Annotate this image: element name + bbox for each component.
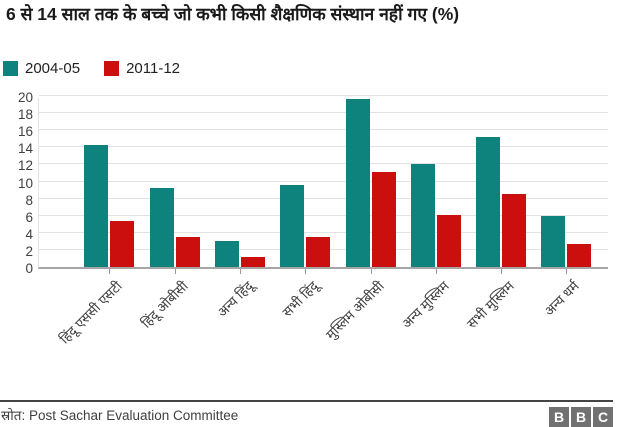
source-text: स्रोत: Post Sachar Evaluation Committee [1,408,239,423]
gridline-20 [39,95,608,96]
bar-2004-05-group-3 [214,240,239,267]
bar-2011-12-group-6 [436,214,461,267]
y-tick-label-2: 2 [25,243,33,259]
x-tick-3 [239,269,241,274]
bar-2011-12-group-1 [110,221,135,267]
chart-title: 6 से 14 साल तक के बच्चे जो कभी किसी शैक्… [6,4,460,24]
bar-2004-05-group-4 [280,185,305,267]
x-tick-1 [109,269,111,274]
bar-group-3 [214,98,265,267]
y-tick-label-8: 8 [25,192,33,208]
footer-rule [0,400,613,402]
bar-2004-05-group-2 [149,188,174,267]
legend: 2004-05 2011-12 [3,60,180,77]
x-tick-4 [305,269,307,274]
bar-2004-05-group-5 [345,98,370,267]
legend-swatch-2004-05 [3,61,18,76]
x-tick-6 [435,269,437,274]
bar-2011-12-group-2 [175,237,200,267]
plot-area [38,95,608,274]
bar-2011-12-group-7 [502,193,527,267]
bar-group-8 [541,98,592,267]
legend-item-2011-12: 2011-12 [104,60,180,77]
y-tick-label-16: 16 [17,124,33,140]
legend-item-2004-05: 2004-05 [3,60,80,77]
gridline-12 [39,163,608,165]
gridline-14 [39,146,608,148]
bar-group-6 [410,98,461,267]
bar-group-1 [84,98,135,267]
x-tick-7 [501,269,503,274]
bar-group-2 [149,98,200,267]
bar-2011-12-group-4 [306,236,331,267]
gridline-8 [39,197,608,199]
bar-group-7 [476,98,527,267]
y-tick-label-14: 14 [17,141,33,157]
y-tick-label-12: 12 [17,158,33,174]
legend-label-2011-12: 2011-12 [126,60,180,77]
bar-2004-05-group-1 [84,145,109,267]
bar-2011-12-group-5 [371,171,396,267]
y-tick-label-20: 20 [17,90,33,105]
x-axis-labels: हिंदू एससी एसटी हिंदू ओबीसी अन्य हिंदू सभी … [38,277,608,381]
legend-swatch-2011-12 [104,61,120,76]
x-tick-2 [174,269,176,274]
bbc-logo-block-3: C [593,407,613,427]
gridline-10 [39,180,608,182]
gridline-6 [39,214,608,216]
bar-group-4 [280,98,331,267]
bar-2004-05-group-6 [410,163,435,267]
bbc-logo-block-2: B [571,407,591,427]
bar-2011-12-group-3 [240,256,265,267]
gridline-4 [39,231,608,233]
bar-group-5 [345,98,396,267]
bbc-logo-block-1: B [549,407,569,427]
bar-2004-05-group-7 [476,136,501,267]
bar-2011-12-group-8 [567,244,592,267]
gridline-18 [39,112,608,114]
y-tick-label-0: 0 [25,261,33,276]
y-tick-label-4: 4 [25,226,33,242]
y-tick-label-18: 18 [17,107,33,123]
gridline-16 [39,129,608,131]
y-tick-label-10: 10 [17,175,33,191]
x-tick-8 [566,269,568,274]
bar-2004-05-group-8 [541,216,566,267]
x-tick-5 [370,269,372,274]
y-tick-label-6: 6 [25,209,33,225]
y-axis-labels: 0 2 4 6 8 10 12 14 16 18 20 [0,90,33,276]
legend-label-2004-05: 2004-05 [25,60,81,77]
